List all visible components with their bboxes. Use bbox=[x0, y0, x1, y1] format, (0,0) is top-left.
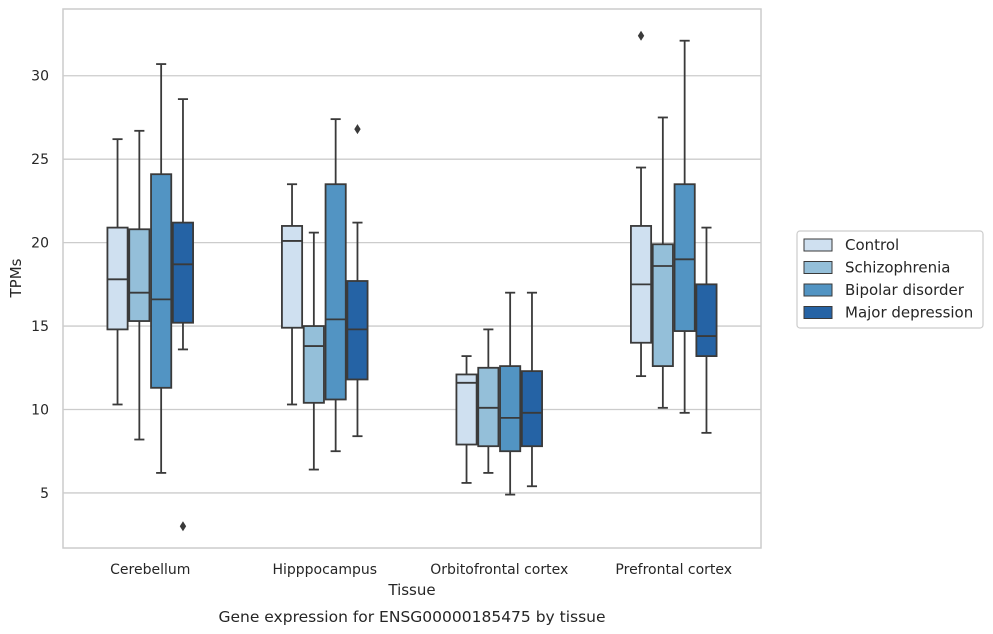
legend-swatch bbox=[803, 283, 833, 297]
box-body bbox=[302, 325, 325, 404]
x-tick-label: Cerebellum bbox=[110, 562, 190, 578]
legend-swatch bbox=[803, 306, 833, 319]
plot-area bbox=[106, 30, 718, 532]
box-body bbox=[673, 183, 696, 332]
y-axis-title: TPMs bbox=[7, 258, 25, 298]
box-control-hipppocampus bbox=[281, 183, 304, 406]
outlier-point bbox=[179, 521, 187, 532]
x-tick-label: Hipppocampus bbox=[272, 562, 377, 578]
box-body bbox=[499, 365, 522, 453]
legend-label: Control bbox=[845, 236, 899, 254]
box-control-prefrontal-cortex bbox=[630, 30, 653, 378]
legend-label: Bipolar disorder bbox=[845, 281, 965, 299]
y-tick-label: 30 bbox=[31, 69, 49, 85]
box-control-cerebellum bbox=[106, 138, 129, 406]
box-major-depression-hipppocampus bbox=[346, 124, 369, 438]
y-tick-label: 20 bbox=[31, 236, 49, 252]
box-schizophrenia-prefrontal-cortex bbox=[651, 116, 674, 409]
outlier-point bbox=[637, 30, 645, 41]
box-bipolar-disorder-hipppocampus bbox=[324, 118, 347, 453]
box-major-depression-prefrontal-cortex bbox=[695, 226, 718, 434]
legend-label: Major depression bbox=[845, 304, 973, 322]
plot-frame bbox=[62, 8, 762, 549]
box-major-depression-orbitofrontal-cortex bbox=[520, 291, 543, 488]
box-schizophrenia-hipppocampus bbox=[302, 231, 325, 471]
y-tick-label: 25 bbox=[31, 152, 49, 168]
box-body bbox=[281, 225, 304, 329]
box-schizophrenia-cerebellum bbox=[128, 129, 151, 441]
box-body bbox=[651, 243, 674, 368]
y-axis-ticks: 5 10 15 20 25 30 bbox=[31, 69, 49, 502]
legend-label: Schizophrenia bbox=[845, 259, 950, 277]
y-tick-label: 15 bbox=[31, 319, 49, 335]
x-tick-label: Orbitofrontal cortex bbox=[430, 562, 568, 578]
box-bipolar-disorder-cerebellum bbox=[150, 63, 173, 474]
legend-frame bbox=[796, 230, 984, 329]
box-body bbox=[695, 283, 718, 357]
x-tick-label: Prefrontal cortex bbox=[615, 562, 732, 578]
box-body bbox=[171, 221, 194, 324]
y-tick-label: 10 bbox=[31, 402, 49, 418]
chart-caption: Gene expression for ENSG00000185475 by t… bbox=[218, 608, 605, 626]
x-axis-title: Tissue bbox=[387, 581, 435, 599]
box-body bbox=[128, 228, 151, 322]
box-schizophrenia-orbitofrontal-cortex bbox=[477, 328, 500, 474]
box-control-orbitofrontal-cortex bbox=[455, 355, 478, 484]
box-body bbox=[520, 370, 543, 448]
y-tick-label: 5 bbox=[40, 486, 49, 502]
box-bipolar-disorder-prefrontal-cortex bbox=[673, 39, 696, 414]
box-body bbox=[324, 183, 347, 401]
legend-swatch bbox=[803, 238, 833, 252]
legend: Control Schizophrenia Bipolar disorder Majo… bbox=[796, 230, 984, 329]
box-major-depression-cerebellum bbox=[171, 98, 194, 532]
box-bipolar-disorder-orbitofrontal-cortex bbox=[499, 291, 522, 496]
box-body bbox=[150, 173, 173, 389]
outlier-point bbox=[354, 124, 361, 135]
box-body bbox=[455, 373, 478, 446]
x-axis-ticks: Cerebellum Hipppocampus Orbitofrontal cort… bbox=[110, 562, 732, 578]
legend-swatch bbox=[803, 261, 833, 274]
